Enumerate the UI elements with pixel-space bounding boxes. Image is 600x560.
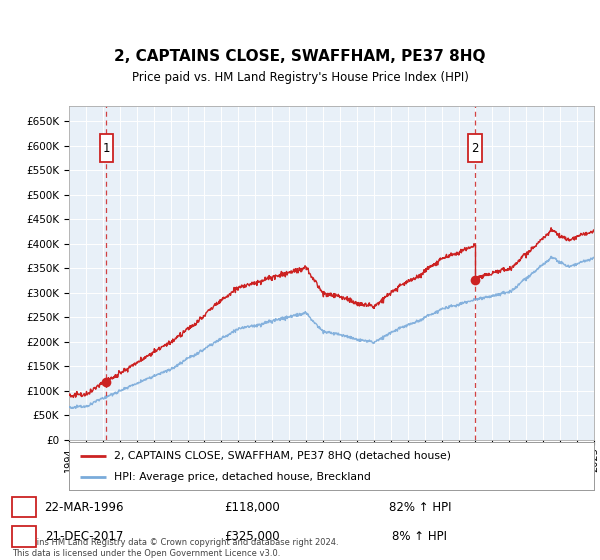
Text: Contains HM Land Registry data © Crown copyright and database right 2024.
This d: Contains HM Land Registry data © Crown c… bbox=[12, 538, 338, 558]
Text: 2, CAPTAINS CLOSE, SWAFFHAM, PE37 8HQ: 2, CAPTAINS CLOSE, SWAFFHAM, PE37 8HQ bbox=[114, 49, 486, 64]
Text: 21-DEC-2017: 21-DEC-2017 bbox=[45, 530, 123, 543]
Text: 1: 1 bbox=[20, 501, 28, 514]
Text: 2, CAPTAINS CLOSE, SWAFFHAM, PE37 8HQ (detached house): 2, CAPTAINS CLOSE, SWAFFHAM, PE37 8HQ (d… bbox=[113, 451, 451, 461]
FancyBboxPatch shape bbox=[100, 134, 113, 162]
Text: 22-MAR-1996: 22-MAR-1996 bbox=[44, 501, 124, 514]
Text: HPI: Average price, detached house, Breckland: HPI: Average price, detached house, Brec… bbox=[113, 472, 371, 482]
Text: 2: 2 bbox=[20, 530, 28, 543]
Text: Price paid vs. HM Land Registry's House Price Index (HPI): Price paid vs. HM Land Registry's House … bbox=[131, 71, 469, 84]
Text: 2: 2 bbox=[471, 142, 479, 155]
FancyBboxPatch shape bbox=[468, 134, 482, 162]
Text: 1: 1 bbox=[103, 142, 110, 155]
Text: 82% ↑ HPI: 82% ↑ HPI bbox=[389, 501, 451, 514]
Text: £118,000: £118,000 bbox=[224, 501, 280, 514]
Text: £325,000: £325,000 bbox=[224, 530, 280, 543]
Text: 8% ↑ HPI: 8% ↑ HPI bbox=[392, 530, 448, 543]
